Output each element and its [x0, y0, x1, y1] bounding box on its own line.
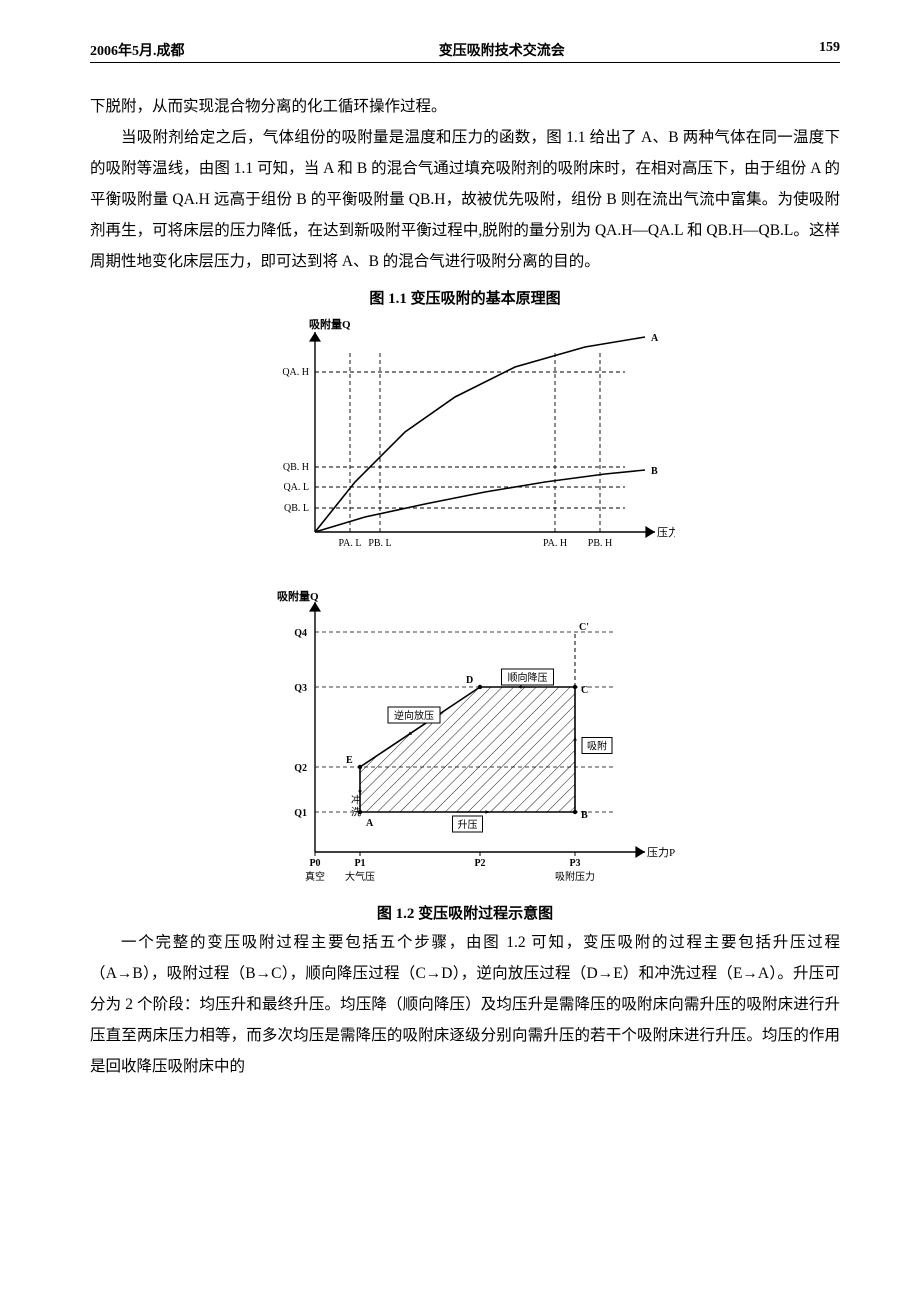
svg-text:吸附量Q: 吸附量Q: [277, 589, 319, 603]
header-right: 159: [819, 40, 840, 60]
svg-text:P3: P3: [569, 858, 580, 869]
svg-text:P2: P2: [474, 858, 485, 869]
svg-text:洗: 洗: [351, 807, 361, 819]
para-2: 一个完整的变压吸附过程主要包括五个步骤，由图 1.2 可知，变压吸附的过程主要包…: [90, 927, 840, 1082]
svg-text:E: E: [346, 755, 353, 766]
svg-text:PA. L: PA. L: [339, 538, 362, 549]
header-center: 变压吸附技术交流会: [439, 40, 565, 60]
svg-text:顺向降压: 顺向降压: [508, 671, 548, 684]
page-header: 2006年5月.成都 变压吸附技术交流会 159: [90, 40, 840, 63]
svg-text:PA. H: PA. H: [543, 538, 567, 549]
svg-text:Q4: Q4: [294, 628, 307, 639]
svg-text:升压: 升压: [458, 819, 478, 831]
svg-text:Q1: Q1: [294, 808, 307, 819]
svg-text:D: D: [466, 675, 473, 686]
svg-text:Q2: Q2: [294, 763, 307, 774]
svg-text:QA. L: QA. L: [283, 482, 309, 493]
header-left: 2006年5月.成都: [90, 40, 185, 60]
para-1: 当吸附剂给定之后，气体组份的吸附量是温度和压力的函数，图 1.1 给出了 A、B…: [90, 122, 840, 277]
svg-text:QB. H: QB. H: [283, 462, 309, 473]
svg-text:PB. L: PB. L: [368, 538, 391, 549]
fig2-caption: 图 1.2 变压吸附过程示意图: [90, 902, 840, 923]
svg-text:PB. H: PB. H: [588, 538, 612, 549]
fig1-caption: 图 1.1 变压吸附的基本原理图: [90, 287, 840, 308]
svg-text:逆向放压: 逆向放压: [394, 709, 434, 722]
svg-text:压力P: 压力P: [657, 526, 675, 539]
svg-text:QB. L: QB. L: [284, 503, 309, 514]
svg-text:A: A: [651, 333, 659, 344]
fig2-wrap: 吸附量Q 压力P Q4 Q3 Q2 Q1 P0真空 P1大气压 P2 P3吸附压力 C' A B C D E 升…: [90, 572, 840, 892]
svg-text:真空: 真空: [305, 870, 325, 883]
fig1-wrap: 吸附量Q 压力P A B QA. H QB. H QA. L QB. L PA. L PB. L P…: [90, 312, 840, 572]
svg-text:QA. H: QA. H: [282, 367, 309, 378]
svg-text:C: C: [581, 685, 588, 696]
svg-text:Q3: Q3: [294, 683, 307, 694]
para-0: 下脱附，从而实现混合物分离的化工循环操作过程。: [90, 91, 840, 122]
fig1-svg: 吸附量Q 压力P A B QA. H QB. H QA. L QB. L PA. L PB. L P…: [255, 312, 675, 572]
svg-text:B: B: [581, 810, 588, 821]
svg-text:压力P: 压力P: [647, 846, 675, 859]
page: 2006年5月.成都 变压吸附技术交流会 159 下脱附，从而实现混合物分离的化…: [0, 0, 920, 1301]
svg-text:大气压: 大气压: [345, 870, 375, 883]
svg-text:吸附压力: 吸附压力: [555, 870, 595, 883]
svg-text:C': C': [579, 622, 589, 633]
svg-text:吸附: 吸附: [587, 740, 607, 753]
svg-text:P0: P0: [309, 858, 320, 869]
svg-text:P1: P1: [354, 858, 365, 869]
fig2-svg: 吸附量Q 压力P Q4 Q3 Q2 Q1 P0真空 P1大气压 P2 P3吸附压力 C' A B C D E 升…: [255, 572, 675, 892]
svg-text:吸附量Q: 吸附量Q: [309, 317, 351, 331]
svg-text:A: A: [366, 818, 374, 829]
svg-text:冲: 冲: [351, 794, 361, 807]
svg-text:B: B: [651, 466, 658, 477]
